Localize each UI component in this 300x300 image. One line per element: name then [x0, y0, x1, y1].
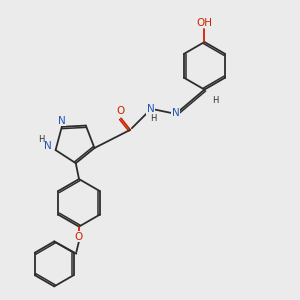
Text: H: H	[212, 96, 218, 105]
Text: O: O	[117, 106, 125, 116]
Text: N: N	[44, 141, 52, 151]
Text: N: N	[58, 116, 66, 126]
Text: OH: OH	[196, 18, 212, 28]
Text: O: O	[75, 232, 83, 242]
Text: H: H	[38, 135, 45, 144]
Text: N: N	[172, 108, 180, 118]
Text: N: N	[147, 104, 154, 114]
Text: H: H	[150, 114, 157, 123]
